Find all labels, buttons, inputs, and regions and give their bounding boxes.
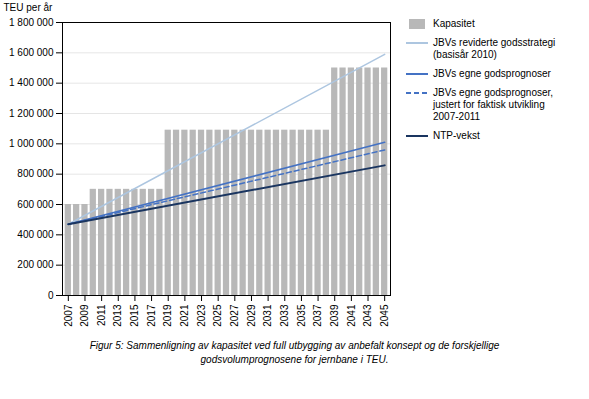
- html-text:JBVs egne godsprognoser, juste: JBVs egne godsprognoser, justert for fak…: [433, 87, 554, 122]
- svg-text:2033: 2033: [279, 304, 290, 327]
- svg-text:1 400 000: 1 400 000: [9, 77, 54, 88]
- svg-text:2023: 2023: [196, 304, 207, 327]
- svg-text:2045: 2045: [379, 304, 390, 327]
- svg-text:2015: 2015: [129, 304, 140, 327]
- html-text:godsvolumprognosene for jernba: godsvolumprognosene for jernbane i TEU.: [200, 353, 389, 365]
- svg-text:2027: 2027: [229, 304, 240, 327]
- svg-text:2041: 2041: [346, 304, 357, 327]
- svg-text:2039: 2039: [329, 304, 340, 327]
- html-text:JBVs reviderte godsstrategi (b: JBVs reviderte godsstrategi (basisår 201…: [433, 37, 556, 60]
- svg-text:2037: 2037: [312, 304, 323, 327]
- svg-text:400 000: 400 000: [17, 229, 54, 240]
- svg-text:2025: 2025: [212, 304, 223, 327]
- svg-text:2019: 2019: [162, 304, 173, 327]
- svg-text:600 000: 600 000: [17, 199, 54, 210]
- svg-text:2029: 2029: [246, 304, 257, 327]
- svg-text:200 000: 200 000: [17, 259, 54, 270]
- svg-text:1 600 000: 1 600 000: [9, 47, 54, 58]
- svg-text:0: 0: [48, 290, 54, 301]
- html-text:Figur 5: Sammenligning av kapa: Figur 5: Sammenligning av kapasitet ved …: [89, 340, 500, 351]
- svg-text:1 200 000: 1 200 000: [9, 108, 54, 119]
- html-text:JBVs egne godsprognoser: JBVs egne godsprognoser: [433, 68, 551, 79]
- svg-text:2031: 2031: [262, 304, 273, 327]
- svg-text:2043: 2043: [362, 304, 373, 327]
- svg-text:2035: 2035: [296, 304, 307, 327]
- svg-text:2017: 2017: [146, 304, 157, 327]
- svg-text:1 800 000: 1 800 000: [9, 17, 54, 28]
- svg-text:800 000: 800 000: [17, 168, 54, 179]
- svg-text:2013: 2013: [112, 304, 123, 327]
- html-text:NTP-vekst: NTP-vekst: [433, 130, 480, 141]
- svg-text:2011: 2011: [96, 304, 107, 326]
- svg-text:1 000 000: 1 000 000: [9, 138, 54, 149]
- svg-text:2009: 2009: [79, 304, 90, 327]
- svg-text:TEU per år: TEU per år: [4, 2, 54, 13]
- svg-text:2007: 2007: [63, 304, 74, 327]
- svg-text:2021: 2021: [179, 304, 190, 327]
- html-text:Kapasitet: Kapasitet: [433, 18, 475, 29]
